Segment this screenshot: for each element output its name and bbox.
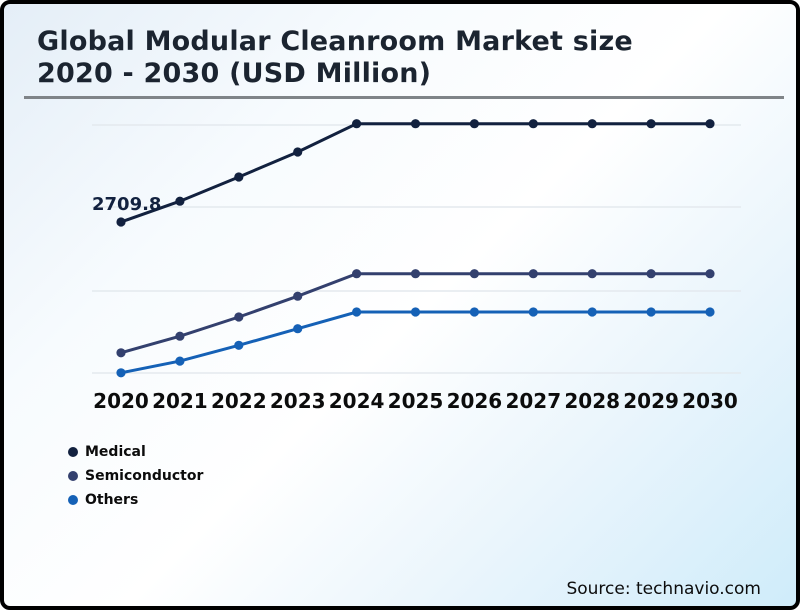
data-point-semiconductor	[646, 269, 656, 279]
data-point-medical	[705, 119, 715, 129]
data-point-medical	[352, 119, 362, 129]
x-axis-label: 2021	[152, 389, 208, 413]
data-point-semiconductor	[175, 331, 185, 341]
chart-title: Global Modular Cleanroom Market size 202…	[37, 26, 757, 90]
data-point-medical	[116, 217, 126, 227]
data-point-semiconductor	[293, 291, 303, 301]
data-point-medical	[587, 119, 597, 129]
legend-label-medical: Medical	[85, 444, 146, 460]
x-axis-label: 2022	[211, 389, 267, 413]
data-point-semiconductor	[587, 269, 597, 279]
data-point-semiconductor	[410, 269, 421, 279]
x-axis-label: 2029	[623, 389, 679, 413]
data-point-semiconductor	[352, 269, 362, 279]
data-point-others	[293, 324, 303, 334]
data-point-others	[469, 307, 479, 317]
data-point-semiconductor	[469, 269, 479, 279]
data-point-others	[175, 356, 185, 366]
x-axis-label: 2030	[682, 389, 738, 413]
data-point-medical	[293, 147, 303, 157]
data-point-others	[528, 307, 538, 317]
data-point-semiconductor	[705, 269, 715, 279]
data-point-medical	[469, 119, 479, 129]
chart-title-line2: 2020 - 2030 (USD Million)	[37, 58, 432, 89]
data-point-semiconductor	[234, 312, 244, 322]
x-axis-label: 2026	[447, 389, 503, 413]
legend-label-others: Others	[85, 492, 139, 508]
x-axis-label: 2027	[505, 389, 561, 413]
series-line-others	[120, 310, 710, 375]
legend-dot-medical-icon	[68, 447, 78, 457]
data-point-medical	[234, 172, 244, 182]
data-point-others	[116, 368, 126, 378]
legend-item-medical: Medical	[68, 440, 203, 464]
data-point-medical	[646, 119, 656, 129]
data-point-others	[410, 307, 421, 317]
data-point-others	[646, 307, 656, 317]
data-point-others	[587, 307, 597, 317]
chart-title-line1: Global Modular Cleanroom Market size	[37, 26, 633, 57]
legend-item-others: Others	[68, 488, 203, 512]
x-axis-label: 2023	[270, 389, 326, 413]
x-axis-label: 2028	[564, 389, 620, 413]
data-point-medical	[528, 119, 538, 129]
data-point-others	[352, 307, 362, 317]
title-divider	[24, 96, 784, 99]
data-point-value-label: 2709.8	[92, 194, 161, 215]
data-point-semiconductor	[528, 269, 538, 279]
source-attribution: Source: technavio.com	[566, 579, 761, 599]
x-axis-label: 2020	[93, 389, 149, 413]
data-point-medical	[175, 196, 185, 206]
data-point-semiconductor	[116, 348, 126, 358]
legend-item-semiconductor: Semiconductor	[68, 464, 203, 488]
data-point-others	[705, 307, 715, 317]
legend-dot-others-icon	[68, 495, 78, 505]
chart-legend: Medical Semiconductor Others	[68, 440, 203, 512]
x-axis-label: 2024	[329, 389, 385, 413]
legend-label-semiconductor: Semiconductor	[85, 468, 204, 484]
data-point-others	[234, 340, 244, 350]
legend-dot-semiconductor-icon	[68, 471, 78, 481]
x-axis-label: 2025	[388, 389, 444, 413]
data-point-medical	[410, 119, 421, 129]
